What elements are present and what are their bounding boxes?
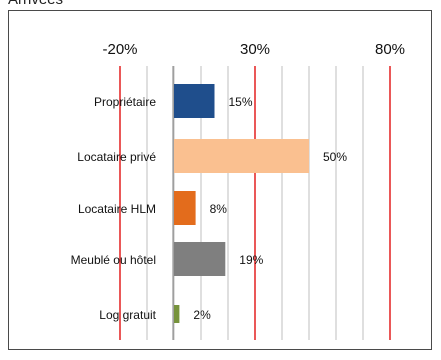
category-label: Meublé ou hôtel [71,253,156,267]
x-tick-label: 80% [375,41,405,58]
bar [174,191,196,225]
chart-frame [8,10,432,350]
category-label: Locataire HLM [78,202,156,216]
bar [174,139,309,173]
category-label: Locataire privé [77,150,156,164]
bar [174,305,180,323]
category-label: Log gratuit [99,308,156,322]
bar [174,242,226,276]
x-tick-label: 30% [240,41,270,58]
bar [174,84,215,118]
data-label: 2% [193,308,211,322]
x-tick-label: -20% [102,41,137,58]
data-label: 19% [239,253,263,267]
data-label: 50% [323,150,347,164]
data-label: 8% [210,202,228,216]
chart-title: Arrivées [8,0,63,8]
category-label: Propriétaire [94,95,156,109]
data-label: 15% [229,95,253,109]
